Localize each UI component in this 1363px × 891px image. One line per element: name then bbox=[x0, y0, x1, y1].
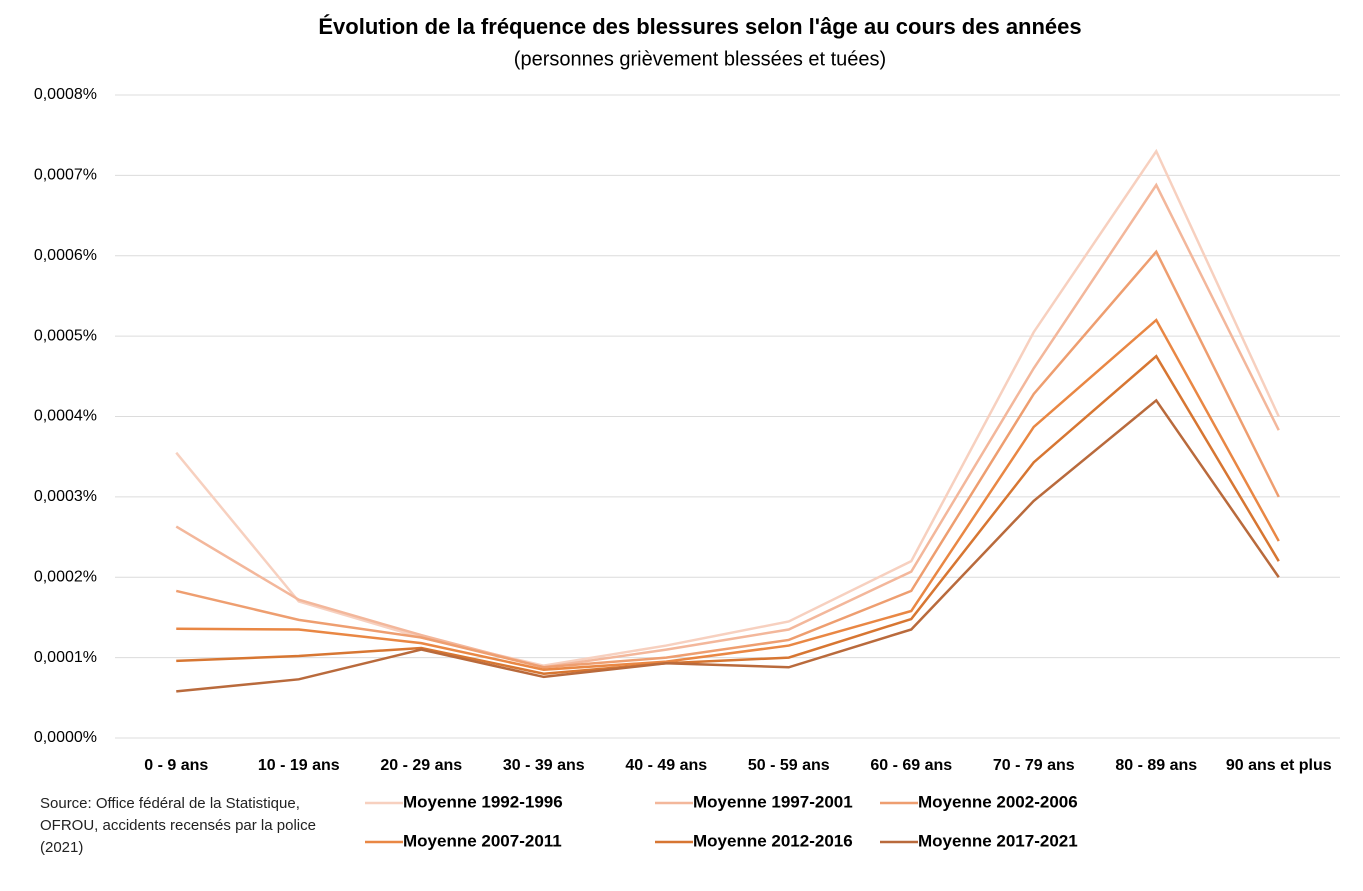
legend-label: Moyenne 2012-2016 bbox=[693, 831, 853, 850]
y-tick-label: 0,0004% bbox=[34, 408, 97, 425]
y-tick-label: 0,0002% bbox=[34, 568, 97, 585]
y-tick-label: 0,0008% bbox=[34, 86, 97, 103]
source-note: Source: Office fédéral de la Statistique… bbox=[40, 795, 316, 856]
legend-label: Moyenne 2017-2021 bbox=[918, 831, 1078, 850]
x-tick-label: 50 - 59 ans bbox=[748, 757, 830, 774]
x-tick-label: 0 - 9 ans bbox=[144, 757, 208, 774]
chart-title: Évolution de la fréquence des blessures … bbox=[318, 14, 1081, 39]
series-line bbox=[175, 249, 1280, 669]
x-tick-label: 40 - 49 ans bbox=[625, 757, 707, 774]
x-tick-label: 30 - 39 ans bbox=[503, 757, 585, 774]
chart-subtitle: (personnes grièvement blessées et tuées) bbox=[514, 48, 886, 70]
series-line bbox=[175, 182, 1280, 669]
y-tick-label: 0,0001% bbox=[34, 649, 97, 666]
y-tick-label: 0,0006% bbox=[34, 247, 97, 264]
x-tick-label: 20 - 29 ans bbox=[380, 757, 462, 774]
legend-label: Moyenne 1992-1996 bbox=[403, 792, 563, 811]
y-tick-label: 0,0005% bbox=[34, 327, 97, 344]
x-tick-label: 70 - 79 ans bbox=[993, 757, 1075, 774]
y-tick-label: 0,0000% bbox=[34, 729, 97, 746]
legend-label: Moyenne 2007-2011 bbox=[403, 831, 562, 850]
legend-label: Moyenne 2002-2006 bbox=[918, 792, 1078, 811]
x-tick-label: 80 - 89 ans bbox=[1115, 757, 1197, 774]
x-tick-label: 90 ans et plus bbox=[1226, 757, 1332, 774]
series-line bbox=[176, 318, 1280, 671]
y-tick-label: 0,0007% bbox=[34, 167, 97, 184]
series-line bbox=[175, 148, 1280, 667]
x-tick-label: 60 - 69 ans bbox=[870, 757, 952, 774]
series-line bbox=[176, 398, 1280, 693]
legend-label: Moyenne 1997-2001 bbox=[693, 792, 853, 811]
y-tick-label: 0,0003% bbox=[34, 488, 97, 505]
x-tick-label: 10 - 19 ans bbox=[258, 757, 340, 774]
series-line bbox=[176, 354, 1280, 675]
